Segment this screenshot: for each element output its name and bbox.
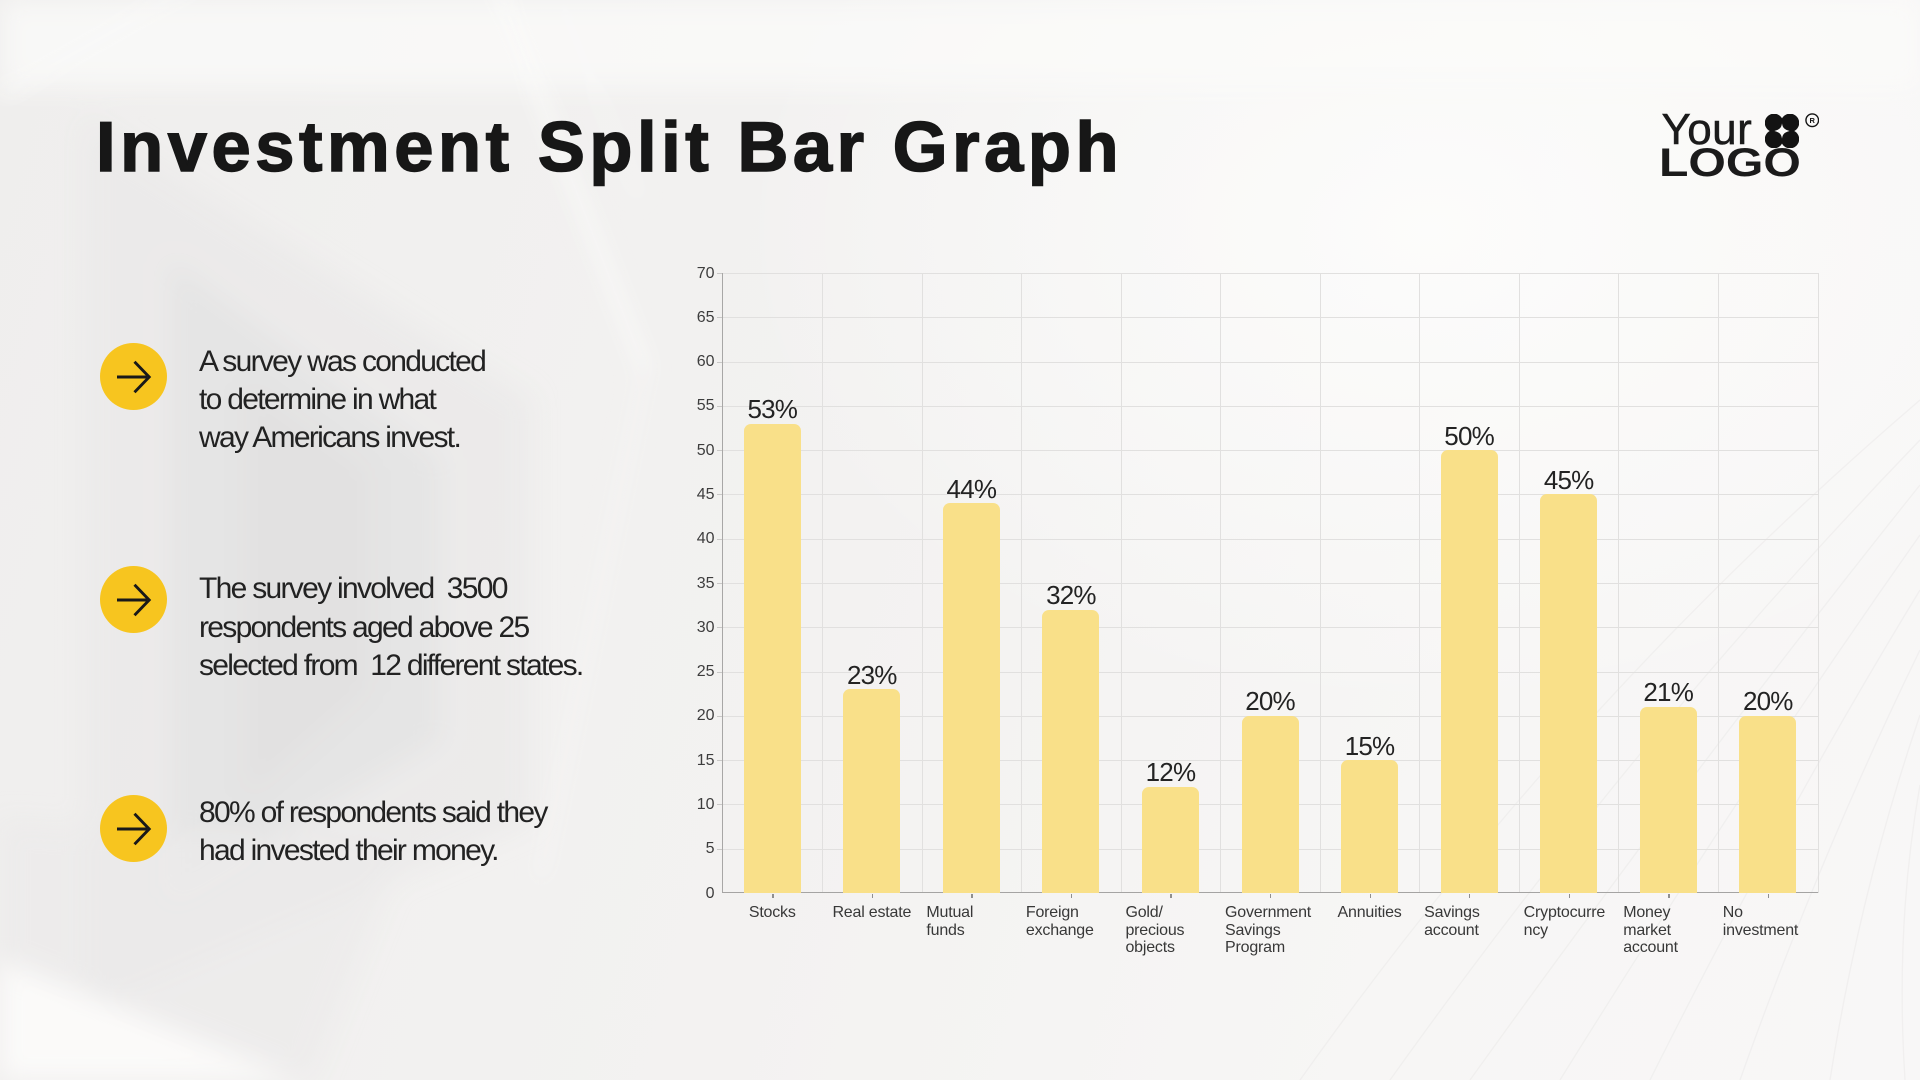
svg-text:R: R — [1809, 116, 1815, 125]
